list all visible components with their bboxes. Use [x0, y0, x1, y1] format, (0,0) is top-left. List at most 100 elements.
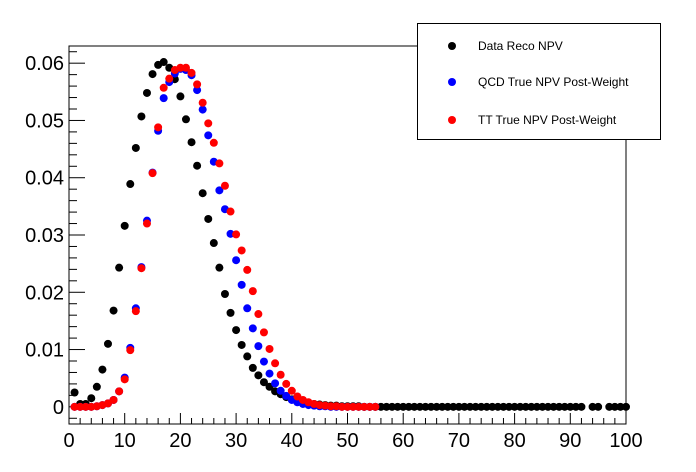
- data-point: [142, 88, 151, 97]
- data-point: [109, 306, 118, 315]
- data-point: [454, 402, 463, 411]
- data-point: [482, 402, 491, 411]
- data-point: [471, 402, 480, 411]
- data-point: [259, 328, 268, 337]
- data-point: [382, 402, 391, 411]
- data-point: [248, 324, 257, 333]
- legend-entry-data-reco: Data Reco NPV: [418, 36, 563, 56]
- data-point: [566, 402, 575, 411]
- data-point: [226, 207, 235, 216]
- legend-marker-red: [448, 116, 456, 124]
- data-point: [243, 304, 252, 313]
- data-point: [120, 375, 129, 384]
- y-tick-label: 0: [53, 397, 64, 419]
- data-point: [215, 263, 224, 272]
- data-point: [159, 83, 168, 92]
- data-point: [176, 63, 185, 72]
- series-1: [70, 64, 380, 411]
- data-point: [259, 357, 268, 366]
- data-point: [148, 169, 157, 178]
- data-point: [237, 340, 246, 349]
- data-point: [232, 230, 241, 239]
- data-point: [399, 402, 408, 411]
- legend-entry-qcd: QCD True NPV Post-Weight: [418, 72, 629, 92]
- data-point: [616, 402, 625, 411]
- data-point: [215, 186, 224, 195]
- legend-marker-blue: [448, 78, 456, 86]
- data-point: [388, 402, 397, 411]
- data-point: [76, 402, 85, 411]
- data-point: [505, 402, 514, 411]
- data-point: [271, 359, 280, 368]
- data-point: [337, 402, 346, 411]
- data-point: [371, 402, 380, 411]
- x-tick-label: 70: [448, 430, 470, 452]
- legend: Data Reco NPV QCD True NPV Post-Weight T…: [417, 23, 661, 140]
- data-point: [87, 394, 96, 403]
- data-point: [343, 402, 352, 411]
- x-axis: 0 10 20 30 40 50 60 70 80 90 100: [63, 413, 643, 452]
- data-point: [237, 246, 246, 255]
- data-point: [265, 369, 274, 378]
- data-point: [499, 402, 508, 411]
- data-point: [410, 402, 419, 411]
- data-point: [466, 402, 475, 411]
- data-point: [92, 382, 101, 391]
- data-point: [271, 379, 280, 388]
- data-point: [326, 402, 335, 411]
- data-point: [220, 181, 229, 190]
- data-point: [165, 74, 174, 83]
- data-point: [226, 308, 235, 317]
- data-point: [265, 344, 274, 353]
- data-point: [159, 58, 168, 67]
- data-point: [131, 307, 140, 316]
- y-tick-label: 0.05: [25, 110, 64, 132]
- data-point: [259, 378, 268, 387]
- legend-entry-tt: TT True NPV Post-Weight: [418, 110, 616, 130]
- legend-label: QCD True NPV Post-Weight: [478, 75, 629, 89]
- data-point: [81, 402, 90, 411]
- data-point: [204, 214, 213, 223]
- data-point: [527, 402, 536, 411]
- data-point: [510, 402, 519, 411]
- data-point: [588, 402, 597, 411]
- data-point: [187, 68, 196, 77]
- data-point: [115, 263, 124, 272]
- data-point: [103, 339, 112, 348]
- data-point: [254, 310, 263, 319]
- data-point: [209, 138, 218, 147]
- y-axis: 0 0.01 0.02 0.03 0.04 0.05 0.06: [25, 51, 85, 419]
- x-tick-label: 10: [114, 430, 136, 452]
- y-tick-label: 0.04: [25, 168, 64, 190]
- data-point: [365, 402, 374, 411]
- data-point: [393, 402, 402, 411]
- data-point: [555, 402, 564, 411]
- data-point: [415, 402, 424, 411]
- y-tick-label: 0.03: [25, 225, 64, 247]
- data-point: [232, 326, 241, 335]
- series-2: [70, 63, 380, 411]
- data-point: [560, 402, 569, 411]
- data-point: [204, 131, 213, 140]
- data-point: [477, 402, 486, 411]
- data-point: [282, 391, 291, 400]
- data-point: [243, 352, 252, 361]
- data-point: [376, 402, 385, 411]
- data-point: [198, 98, 207, 107]
- data-point: [115, 387, 124, 396]
- data-point: [220, 289, 229, 298]
- legend-label: Data Reco NPV: [478, 39, 563, 53]
- data-point: [360, 402, 369, 411]
- data-point: [237, 280, 246, 289]
- data-point: [204, 119, 213, 128]
- data-point: [181, 63, 190, 72]
- data-point: [282, 379, 291, 388]
- x-tick-label: 0: [63, 430, 74, 452]
- data-point: [159, 94, 168, 103]
- data-point: [594, 402, 603, 411]
- data-point: [404, 402, 413, 411]
- data-point: [254, 342, 263, 351]
- legend-marker-black: [448, 42, 456, 50]
- data-point: [131, 143, 140, 152]
